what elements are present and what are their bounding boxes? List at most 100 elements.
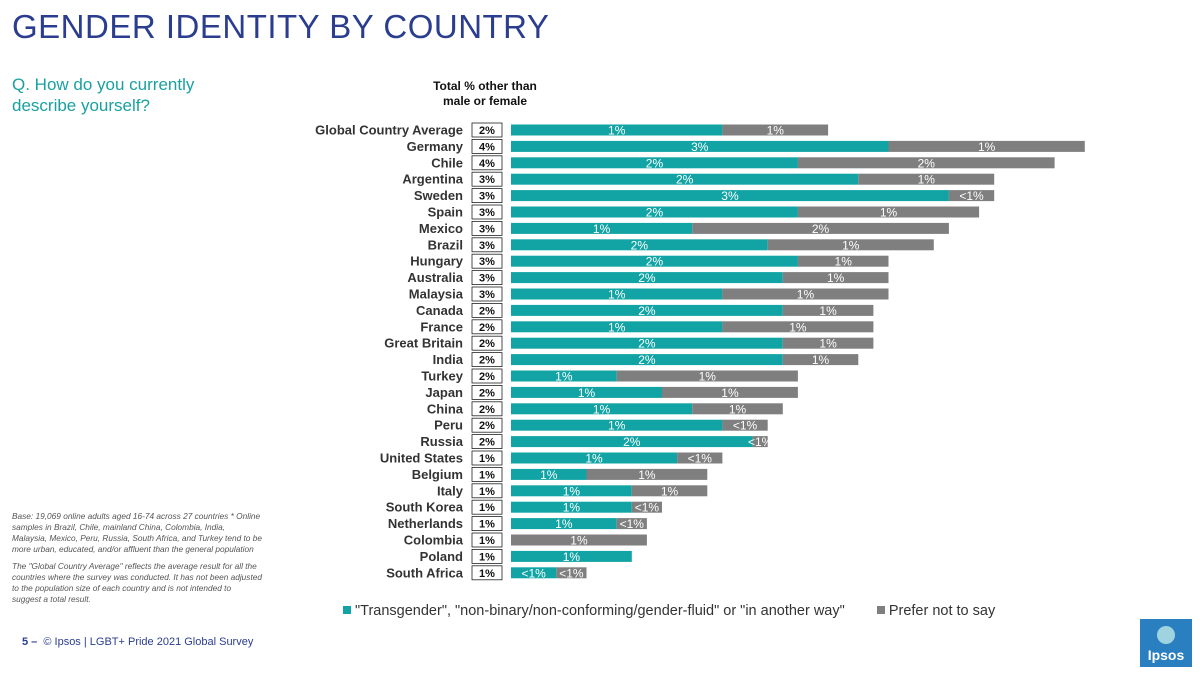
category-label-china: China	[427, 401, 464, 416]
bar-prefer-not-peru	[722, 419, 768, 431]
data-label-transgender-china: 1%	[593, 402, 611, 416]
data-label-prefer-not-mexico: 2%	[812, 222, 830, 236]
legend-item-transgender: "Transgender", "non-binary/non-conformin…	[343, 603, 845, 619]
total-value-china: 2%	[479, 404, 495, 416]
category-label-poland: Poland	[420, 549, 463, 564]
bar-transgender-south-africa	[511, 567, 557, 579]
data-label-prefer-not-south-africa: <1%	[559, 566, 584, 580]
data-label-transgender-south-korea: 1%	[563, 501, 581, 515]
data-label-transgender-brazil: 2%	[631, 238, 649, 252]
bar-transgender-france	[511, 321, 723, 333]
category-label-great-britain: Great Britain	[384, 336, 463, 351]
total-value-spain: 3%	[479, 207, 495, 219]
total-box-india	[471, 352, 503, 368]
category-label-italy: Italy	[437, 483, 464, 498]
category-label-south-korea: South Korea	[386, 500, 464, 515]
category-label-mexico: Mexico	[419, 221, 463, 236]
data-label-prefer-not-chile: 2%	[918, 156, 936, 170]
bar-transgender-turkey	[511, 370, 617, 382]
data-label-prefer-not-peru: <1%	[733, 419, 758, 433]
category-label-canada: Canada	[416, 303, 464, 318]
total-value-netherlands: 1%	[479, 519, 495, 531]
total-value-japan: 2%	[479, 387, 495, 399]
total-box-japan	[471, 384, 503, 400]
bar-transgender-india	[511, 354, 783, 366]
bar-transgender-global-country-average	[511, 124, 723, 136]
category-label-chile: Chile	[431, 155, 463, 170]
bar-transgender-south-korea	[511, 501, 632, 513]
data-label-transgender-hungary: 2%	[646, 255, 664, 269]
total-value-canada: 2%	[479, 305, 495, 317]
bar-transgender-sweden	[511, 190, 949, 202]
data-label-prefer-not-south-korea: <1%	[635, 501, 660, 515]
total-value-brazil: 3%	[479, 240, 495, 252]
bar-transgender-malaysia	[511, 288, 723, 300]
total-value-chile: 4%	[479, 158, 495, 170]
total-box-great-britain	[471, 335, 503, 351]
base-note: Base: 19,069 online adults aged 16-74 ac…	[12, 511, 262, 554]
total-box-australia	[471, 270, 503, 286]
bar-prefer-not-sweden	[948, 190, 995, 202]
category-label-brazil: Brazil	[428, 237, 463, 252]
category-label-south-africa: South Africa	[386, 565, 464, 580]
data-label-transgender-turkey: 1%	[555, 370, 573, 384]
total-box-south-africa	[471, 565, 503, 581]
data-label-prefer-not-japan: 1%	[721, 386, 739, 400]
total-box-global-country-average	[471, 122, 503, 138]
total-box-colombia	[471, 532, 503, 548]
total-box-italy	[471, 483, 503, 499]
total-value-russia: 2%	[479, 437, 495, 449]
data-label-transgender-france: 1%	[608, 320, 626, 334]
data-label-prefer-not-france: 1%	[789, 320, 807, 334]
total-box-south-korea	[471, 499, 503, 515]
data-label-prefer-not-australia: 1%	[827, 271, 845, 285]
data-label-transgender-russia: 2%	[623, 435, 641, 449]
chart-legend: "Transgender", "non-binary/non-conformin…	[343, 603, 1023, 619]
total-value-sweden: 3%	[479, 191, 495, 203]
bar-prefer-not-australia	[782, 272, 889, 284]
total-box-malaysia	[471, 286, 503, 302]
category-label-japan: Japan	[425, 385, 463, 400]
bar-prefer-not-france	[722, 321, 874, 333]
bar-transgender-united-states	[511, 452, 678, 464]
stacked-bar-chart: Global Country Average 2% 1% 1% Germany 4% 3% 1…	[315, 122, 1085, 581]
bar-prefer-not-netherlands	[616, 518, 647, 530]
bar-prefer-not-malaysia	[722, 288, 889, 300]
bar-transgender-poland	[511, 550, 632, 562]
bar-transgender-italy	[511, 485, 632, 497]
data-label-transgender-great-britain: 2%	[638, 337, 656, 351]
bar-prefer-not-brazil	[767, 239, 934, 251]
category-label-australia: Australia	[407, 270, 463, 285]
total-value-belgium: 1%	[479, 469, 495, 481]
bar-transgender-spain	[511, 206, 798, 218]
data-label-transgender-poland: 1%	[563, 550, 581, 564]
data-label-prefer-not-sweden: <1%	[959, 189, 984, 203]
bar-transgender-brazil	[511, 239, 768, 251]
data-label-transgender-malaysia: 1%	[608, 288, 626, 302]
bar-prefer-not-global-country-average	[722, 124, 829, 136]
bar-transgender-russia	[511, 436, 753, 448]
data-label-prefer-not-italy: 1%	[661, 484, 679, 498]
data-label-transgender-australia: 2%	[638, 271, 656, 285]
total-box-chile	[471, 155, 503, 171]
bar-prefer-not-colombia	[511, 534, 647, 546]
data-label-transgender-global-country-average: 1%	[608, 124, 626, 138]
bar-prefer-not-mexico	[692, 222, 949, 234]
category-label-spain: Spain	[428, 205, 463, 220]
bar-prefer-not-belgium	[586, 468, 708, 480]
total-value-hungary: 3%	[479, 256, 495, 268]
data-label-prefer-not-brazil: 1%	[842, 238, 860, 252]
bar-transgender-belgium	[511, 468, 587, 480]
data-label-prefer-not-china: 1%	[729, 402, 747, 416]
category-label-sweden: Sweden	[414, 188, 463, 203]
total-value-mexico: 3%	[479, 223, 495, 235]
total-value-germany: 4%	[479, 141, 495, 153]
data-label-transgender-south-africa: <1%	[521, 566, 546, 580]
total-value-united-states: 1%	[479, 453, 495, 465]
average-note: The "Global Country Average" reflects th…	[12, 561, 262, 604]
total-column-header: Total % other than male or female	[433, 79, 537, 108]
data-label-prefer-not-united-states: <1%	[688, 452, 713, 466]
total-box-hungary	[471, 253, 503, 269]
bar-transgender-china	[511, 403, 693, 415]
total-box-netherlands	[471, 516, 503, 531]
